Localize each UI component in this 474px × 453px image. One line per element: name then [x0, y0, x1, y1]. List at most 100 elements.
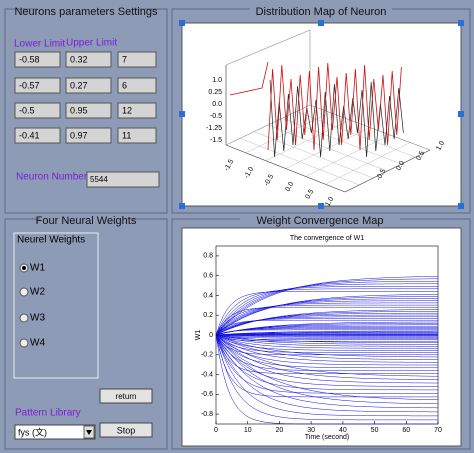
panel-title: Distribution Map of Neuron: [256, 6, 387, 18]
convergence-curve: [215, 334, 438, 377]
title-backdrop: [240, 215, 400, 227]
neuron-number-label: Neuron Number: [16, 172, 88, 183]
x-tick-label: 10: [244, 427, 252, 434]
z-tick-label: -1.5: [210, 137, 222, 144]
convergence-curve: [215, 334, 438, 371]
convergence-curve: [215, 334, 438, 337]
parameter-value: 0.95: [70, 105, 88, 115]
parameter-value: -0.5: [19, 105, 35, 115]
convergence-curve: [215, 330, 438, 336]
convergence-curve: [215, 334, 438, 366]
parameter-value: 6: [122, 80, 127, 90]
convergence-curve: [215, 334, 438, 363]
y-tick-label: 0.6: [203, 273, 213, 280]
convergence-curve: [215, 288, 438, 336]
parameter-value: -0.41: [19, 130, 40, 140]
parameter-input[interactable]: [117, 77, 157, 94]
convergence-curve: [215, 334, 438, 349]
convergence-curve: [215, 331, 438, 336]
convergence-curve: [215, 286, 438, 336]
convergence-curve: [215, 334, 438, 384]
arrow-icon: [86, 430, 92, 435]
x-tick-label: 1.0: [324, 196, 335, 208]
pattern-library-label: Pattern Library: [15, 408, 81, 419]
parameter-input[interactable]: [117, 102, 157, 119]
group-title: Neurel Weights: [17, 235, 85, 246]
parameter-input[interactable]: [65, 127, 112, 144]
parameter-input[interactable]: [14, 77, 61, 94]
resize-handle[interactable]: [179, 203, 185, 209]
panel-title: Neurons parameters Settings: [14, 6, 158, 18]
axis-line: [225, 144, 346, 193]
title-backdrop: [38, 5, 134, 17]
radio-group: [13, 232, 99, 379]
radio-button[interactable]: [19, 338, 29, 348]
y-tick-label: 1.0: [435, 140, 446, 152]
x-axis-label: Time (second): [305, 434, 349, 441]
x-tick-label: 0: [214, 427, 218, 434]
neuron-number-value: 5544: [90, 175, 108, 184]
resize-handle[interactable]: [458, 203, 464, 209]
parameter-value: 0.27: [70, 80, 88, 90]
title-backdrop: [250, 5, 392, 17]
y-axis-label: W1: [195, 330, 202, 341]
parameter-input[interactable]: [14, 102, 61, 119]
return-button[interactable]: [99, 388, 153, 404]
y-tick-label: 0.2: [203, 312, 213, 319]
axis-line: [225, 29, 311, 66]
radio-label: W3: [30, 313, 45, 324]
parameter-input[interactable]: [14, 127, 61, 144]
resize-handle[interactable]: [318, 203, 324, 209]
pattern-select-value: fys (文): [18, 426, 47, 437]
resize-handle[interactable]: [179, 111, 185, 117]
axis-line: [305, 134, 391, 177]
convergence-curve: [215, 276, 439, 336]
convergence-curve: [215, 334, 438, 417]
lower-limit-label: Lower Limit: [14, 39, 65, 50]
radio-button[interactable]: [19, 313, 29, 323]
parameter-input[interactable]: [14, 51, 61, 68]
pattern-select[interactable]: [14, 424, 96, 440]
radio-label: W4: [30, 338, 45, 349]
y-tick-label: -0.8: [201, 411, 213, 418]
z-tick-label: 0.25: [208, 89, 222, 96]
parameter-value: 11: [122, 130, 131, 140]
neuron-trace: [267, 62, 402, 151]
radio-label: W2: [30, 287, 45, 298]
parameter-input[interactable]: [117, 51, 157, 68]
neuron-number-input[interactable]: [86, 171, 160, 188]
parameter-value: 0.32: [70, 54, 88, 64]
stop-button[interactable]: [99, 422, 153, 438]
resize-handle[interactable]: [179, 20, 185, 26]
convergence-curve: [215, 333, 438, 336]
radio-button[interactable]: [19, 287, 29, 297]
parameter-value: 0.97: [70, 130, 88, 140]
axis-line: [325, 142, 411, 185]
neuron-trace: [269, 79, 404, 158]
resize-handle[interactable]: [458, 111, 464, 117]
resize-handle[interactable]: [458, 20, 464, 26]
parameter-grid: -0.58 0.32 7 -0.57 0.27 6 -0.5 0.95 12 -0.41 0.97 1…: [14, 51, 157, 144]
convergence-curve: [215, 329, 438, 336]
convergence-curve: [215, 334, 438, 347]
y-tick-label: 0.8: [203, 253, 213, 260]
parameter-input[interactable]: [65, 77, 112, 94]
y-tick-label: -0.6: [201, 391, 213, 398]
convergence-curve: [215, 334, 438, 353]
convergence-curve: [215, 321, 439, 336]
z-tick-label: 1.0: [212, 77, 222, 84]
y-tick-label: 0.0: [395, 160, 406, 172]
parameter-input[interactable]: [65, 51, 112, 68]
convergence-curve: [215, 334, 438, 345]
convergence-curve: [215, 293, 439, 336]
convergence-curve: [215, 283, 438, 336]
convergence-curve: [215, 334, 438, 391]
convergence-curve: [215, 298, 438, 336]
x-tick-label: 60: [402, 427, 410, 434]
parameter-input[interactable]: [65, 102, 112, 119]
convergence-curve: [215, 300, 438, 336]
parameter-value: -0.57: [19, 80, 40, 90]
resize-handle[interactable]: [318, 20, 324, 26]
parameter-input[interactable]: [117, 127, 157, 144]
